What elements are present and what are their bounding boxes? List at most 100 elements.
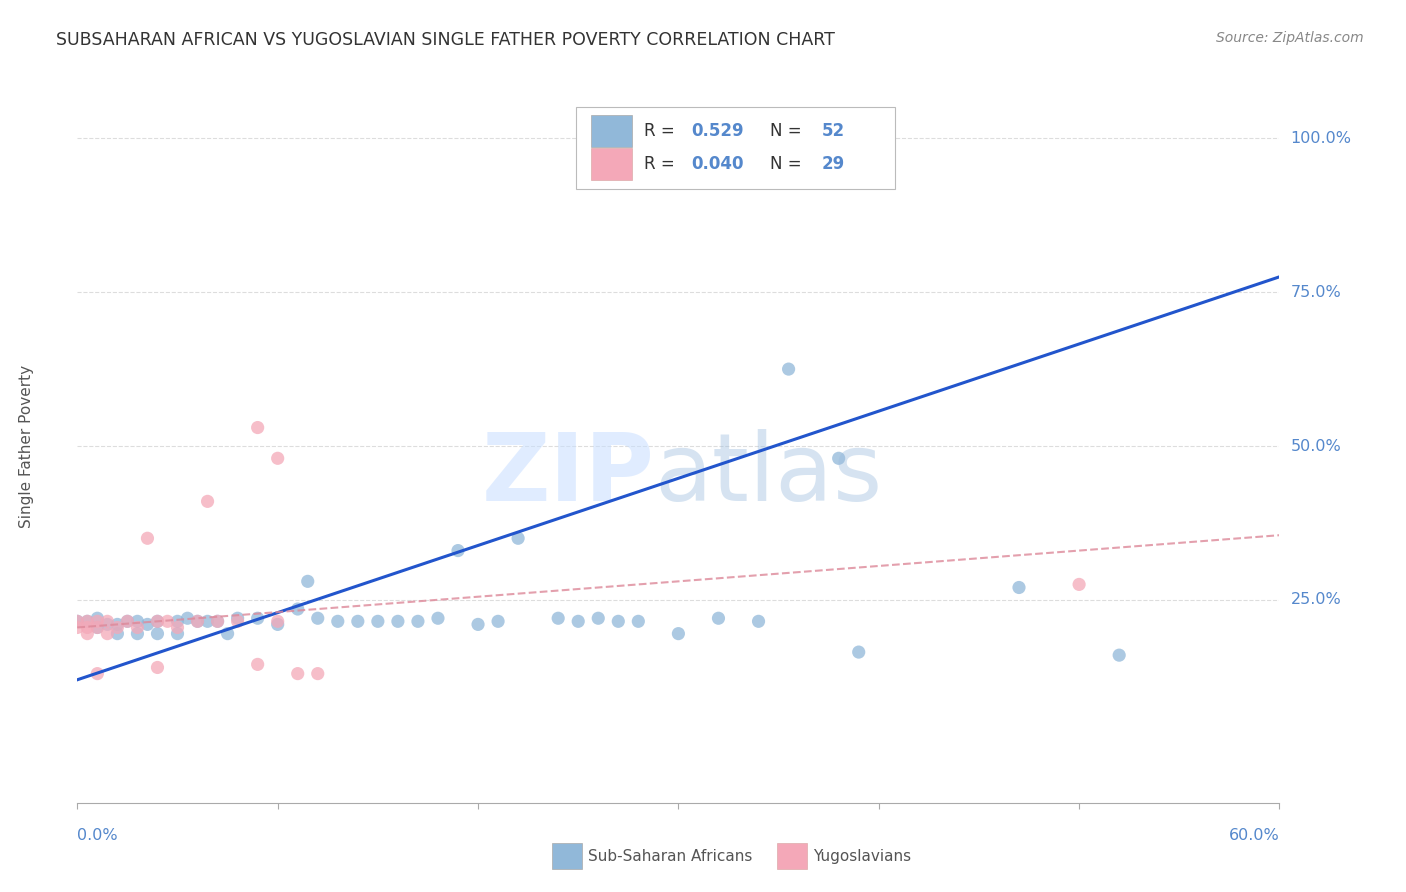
Text: 0.0%: 0.0% <box>77 828 118 843</box>
Point <box>197 494 219 508</box>
Point <box>156 615 179 629</box>
Point <box>287 666 309 681</box>
Point <box>76 615 98 629</box>
Text: Single Father Poverty: Single Father Poverty <box>20 365 34 527</box>
Text: Source: ZipAtlas.com: Source: ZipAtlas.com <box>1216 31 1364 45</box>
Point <box>136 531 159 545</box>
Text: Sub-Saharan Africans: Sub-Saharan Africans <box>588 849 752 863</box>
Text: 50.0%: 50.0% <box>1291 439 1341 453</box>
Point <box>166 626 188 640</box>
Text: 52: 52 <box>821 121 845 139</box>
Point <box>387 615 409 629</box>
Point <box>347 615 370 629</box>
Point <box>1069 577 1091 591</box>
Point <box>146 626 169 640</box>
Text: 60.0%: 60.0% <box>1229 828 1279 843</box>
Point <box>567 615 589 629</box>
Point <box>96 617 118 632</box>
Point <box>778 362 800 376</box>
Text: R =: R = <box>644 121 679 139</box>
Point <box>207 615 229 629</box>
Text: R =: R = <box>644 155 679 173</box>
Text: ZIP: ZIP <box>481 428 654 521</box>
Point <box>267 615 290 629</box>
Point <box>267 451 290 466</box>
Point <box>166 615 188 629</box>
Point <box>226 615 249 629</box>
Point <box>707 611 730 625</box>
Point <box>547 611 569 625</box>
Point <box>267 617 290 632</box>
Text: 75.0%: 75.0% <box>1291 285 1341 300</box>
Text: 25.0%: 25.0% <box>1291 592 1341 607</box>
Text: N =: N = <box>769 121 807 139</box>
Text: 0.040: 0.040 <box>692 155 744 173</box>
Point <box>176 611 198 625</box>
Point <box>668 626 690 640</box>
Point <box>86 666 108 681</box>
Point <box>246 657 269 672</box>
Point <box>66 615 89 629</box>
Point <box>1008 581 1031 595</box>
Point <box>146 615 169 629</box>
Point <box>406 615 429 629</box>
Point <box>297 574 319 589</box>
Point <box>107 626 129 640</box>
Point <box>127 615 149 629</box>
Point <box>66 615 89 629</box>
Text: 0.529: 0.529 <box>692 121 744 139</box>
Point <box>76 615 98 629</box>
Point <box>508 531 530 545</box>
Point <box>96 626 118 640</box>
Point <box>467 617 489 632</box>
Point <box>207 615 229 629</box>
Point <box>588 611 610 625</box>
Point <box>127 620 149 634</box>
Point <box>96 615 118 629</box>
Point <box>486 615 509 629</box>
Point <box>127 626 149 640</box>
FancyBboxPatch shape <box>576 107 894 189</box>
Point <box>117 615 139 629</box>
Point <box>1108 648 1130 662</box>
Point <box>107 617 129 632</box>
Point <box>146 615 169 629</box>
Point <box>447 543 470 558</box>
Point <box>367 615 389 629</box>
Bar <box>778 844 807 869</box>
Point <box>86 615 108 629</box>
Point <box>146 660 169 674</box>
Point <box>86 611 108 625</box>
Point <box>86 620 108 634</box>
Point <box>107 620 129 634</box>
Point <box>427 611 450 625</box>
Point <box>136 617 159 632</box>
Point <box>66 620 89 634</box>
Point <box>86 620 108 634</box>
Point <box>326 615 349 629</box>
Point <box>197 615 219 629</box>
Bar <box>591 114 631 146</box>
Text: 29: 29 <box>821 155 845 173</box>
Point <box>217 626 239 640</box>
Text: 100.0%: 100.0% <box>1291 131 1351 146</box>
Point <box>246 611 269 625</box>
Point <box>117 615 139 629</box>
Text: atlas: atlas <box>654 428 883 521</box>
Bar <box>553 844 582 869</box>
Point <box>166 620 188 634</box>
Point <box>76 620 98 634</box>
Point <box>307 611 329 625</box>
Point <box>748 615 770 629</box>
Point <box>848 645 870 659</box>
Point <box>307 666 329 681</box>
Point <box>828 451 851 466</box>
Point <box>186 615 209 629</box>
Point <box>226 611 249 625</box>
Text: SUBSAHARAN AFRICAN VS YUGOSLAVIAN SINGLE FATHER POVERTY CORRELATION CHART: SUBSAHARAN AFRICAN VS YUGOSLAVIAN SINGLE… <box>56 31 835 49</box>
Point <box>627 615 650 629</box>
Bar <box>591 148 631 180</box>
Text: Yugoslavians: Yugoslavians <box>813 849 911 863</box>
Text: N =: N = <box>769 155 807 173</box>
Point <box>186 615 209 629</box>
